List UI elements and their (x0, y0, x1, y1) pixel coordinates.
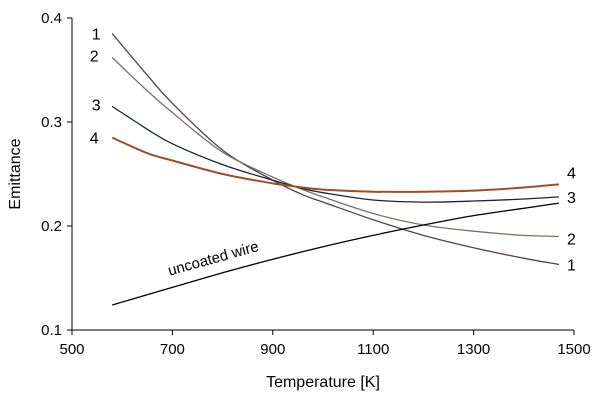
series-label-right-4: 4 (567, 165, 576, 182)
x-tick-label: 1300 (457, 341, 490, 358)
x-axis-title: Temperature [K] (266, 374, 380, 391)
plot-area (71, 18, 574, 331)
x-tick-label: 1500 (557, 341, 590, 358)
series-label-left-1: 1 (92, 27, 101, 44)
series-line-4 (111, 136, 559, 193)
x-tick-label: 500 (59, 341, 84, 358)
axis-ticks: 500 700 900 1100 1300 1500 0.1 0.2 0.3 0.4 (41, 10, 591, 358)
x-tick-label: 900 (260, 341, 285, 358)
series-label-right-1: 1 (567, 257, 576, 274)
series-label-right-3: 3 (567, 190, 576, 207)
y-tick-label: 0.4 (41, 10, 62, 27)
series-lines (111, 33, 560, 306)
series-label-right-2: 2 (567, 231, 576, 248)
series-labels: 1 2 3 4 4 3 2 1 uncoated wire (90, 27, 576, 280)
uncoated-wire-label: uncoated wire (166, 238, 261, 279)
x-tick-label: 1100 (357, 341, 389, 358)
y-axis-title: Emittance (7, 138, 24, 209)
series-label-left-4: 4 (90, 131, 99, 148)
y-tick-label: 0.1 (41, 322, 62, 339)
y-tick-label: 0.2 (41, 218, 62, 235)
series-label-left-2: 2 (90, 49, 99, 66)
x-tick-label: 700 (160, 341, 185, 358)
series-line-1 (111, 33, 560, 266)
y-tick-label: 0.3 (41, 114, 62, 131)
series-line-2 (111, 57, 559, 238)
series-label-left-3: 3 (92, 97, 101, 114)
series-line-uncoated-wire (112, 202, 559, 306)
series-line-3 (111, 105, 559, 203)
